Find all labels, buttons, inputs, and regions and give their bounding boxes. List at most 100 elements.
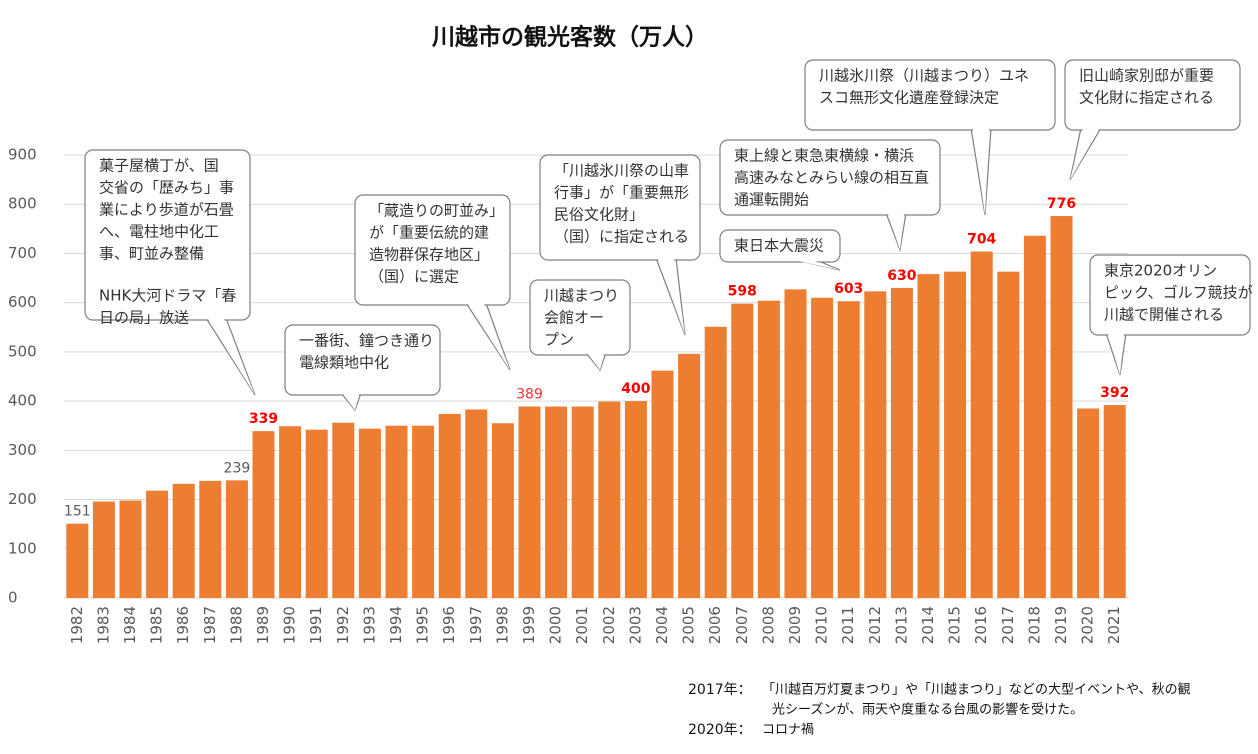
x-tick-label: 1990 — [281, 606, 299, 644]
callout-text: 通運転開始 — [734, 191, 809, 209]
callout-text: ピック、ゴルフ競技が — [1104, 284, 1253, 302]
bar — [358, 428, 381, 598]
x-tick-label: 2001 — [573, 606, 591, 644]
callout-text: 川越まつり — [544, 287, 619, 305]
x-tick-label: 2002 — [600, 606, 618, 644]
bar — [731, 303, 754, 598]
bar — [970, 251, 993, 598]
callout-text: 業により歩道が石畳 — [99, 201, 234, 219]
value-label: 239 — [224, 460, 251, 476]
callout-text: 高速みなとみらい線の相互直 — [734, 169, 929, 187]
callout-join — [1108, 334, 1124, 375]
callout-box — [284, 324, 441, 396]
x-tick-label: 1998 — [493, 606, 511, 644]
bar — [332, 422, 355, 598]
value-label: 704 — [967, 231, 996, 247]
callout-join — [798, 261, 840, 270]
bar — [571, 406, 594, 598]
callout-text: 会館オー — [544, 309, 604, 327]
y-tick-label: 400 — [8, 392, 37, 410]
callout-box — [1089, 254, 1251, 336]
value-label: 598 — [728, 284, 757, 300]
callout-text: 日の局」放送 — [99, 309, 189, 327]
value-label: 776 — [1047, 196, 1076, 212]
x-tick-label: 2016 — [972, 606, 990, 644]
x-tick-label: 1994 — [387, 606, 405, 644]
y-tick-label: 300 — [8, 441, 37, 459]
y-tick-label: 900 — [8, 146, 37, 164]
callout-text: 菓子屋横丁が、国 — [99, 157, 219, 175]
callout-box — [354, 194, 511, 306]
bar — [757, 300, 780, 598]
callout-text: 「川越氷川祭の山車 — [554, 162, 689, 180]
bar — [1103, 405, 1126, 598]
bar — [225, 480, 248, 598]
callout-text: 東上線と東急東横線・横浜 — [734, 147, 914, 165]
y-tick-label: 800 — [8, 195, 37, 213]
callout-text: 東京2020オリン — [1104, 262, 1217, 280]
value-label: 151 — [64, 504, 91, 520]
callout-text: 一番街、鐘つき通り — [299, 332, 434, 350]
callout-text: NHK大河ドラマ「春 — [99, 287, 236, 305]
x-tick-label: 2005 — [680, 606, 698, 644]
note-text: 光シーズンが、雨天や度重なる台風の影響を受けた。 — [772, 702, 1083, 718]
bar — [518, 406, 541, 598]
note-label: 2017年： — [688, 682, 752, 698]
y-tick-label: 200 — [8, 490, 37, 508]
bar — [678, 353, 701, 598]
x-tick-label: 2020 — [1079, 606, 1097, 644]
bar — [890, 287, 913, 598]
bar — [651, 370, 674, 598]
x-tick-label: 2004 — [653, 606, 671, 644]
callout-text: 行事」が「重要無形 — [554, 184, 689, 202]
chart-title: 川越市の観光客数（万人） — [432, 24, 708, 51]
bar — [545, 406, 568, 598]
bar — [465, 409, 488, 598]
callout-join — [343, 394, 359, 410]
bar — [704, 326, 727, 598]
bar — [997, 271, 1020, 598]
value-label: 339 — [249, 411, 278, 427]
value-label: 389 — [516, 387, 543, 403]
x-tick-label: 2015 — [946, 606, 964, 644]
bar — [385, 425, 408, 598]
y-tick-label: 100 — [8, 539, 37, 557]
callout-tail — [464, 302, 511, 371]
callout-box — [1064, 59, 1241, 131]
bar — [811, 297, 834, 598]
callout-tail — [204, 317, 256, 396]
callout-text: （国）に指定される — [554, 228, 689, 246]
callout-text: 川越で開催される — [1104, 306, 1224, 324]
y-tick-label: 600 — [8, 293, 37, 311]
callout-text: スコ無形文化遺産登録決定 — [819, 89, 999, 107]
value-label: 392 — [1100, 385, 1129, 401]
y-tick-label: 0 — [8, 589, 18, 607]
callout-join — [468, 304, 510, 370]
bar — [92, 501, 115, 598]
bar — [944, 271, 967, 598]
x-tick-label: 1984 — [121, 606, 139, 644]
y-tick-label: 700 — [8, 244, 37, 262]
x-tick-label: 1983 — [94, 606, 112, 644]
x-tick-label: 1999 — [520, 606, 538, 644]
x-tick-label: 1996 — [440, 606, 458, 644]
bar — [598, 401, 621, 598]
x-tick-label: 2007 — [733, 606, 751, 644]
x-tick-label: 1987 — [201, 606, 219, 644]
bar — [172, 483, 195, 598]
callout-box — [719, 139, 941, 216]
bar — [252, 431, 275, 598]
callout-text: （国）に選定 — [369, 268, 459, 286]
value-label: 603 — [834, 281, 863, 297]
callout-text: 川越氷川祭（川越まつり）ユネ — [819, 67, 1029, 85]
x-tick-label: 2017 — [999, 606, 1017, 644]
callout-join — [1070, 129, 1099, 180]
callout-join — [888, 214, 904, 250]
callout-join — [658, 259, 685, 335]
callout-box — [719, 229, 841, 263]
x-tick-label: 2013 — [892, 606, 910, 644]
x-tick-label: 1992 — [334, 606, 352, 644]
callout-join — [588, 354, 604, 370]
bar — [66, 523, 89, 598]
callout-box — [539, 154, 701, 261]
